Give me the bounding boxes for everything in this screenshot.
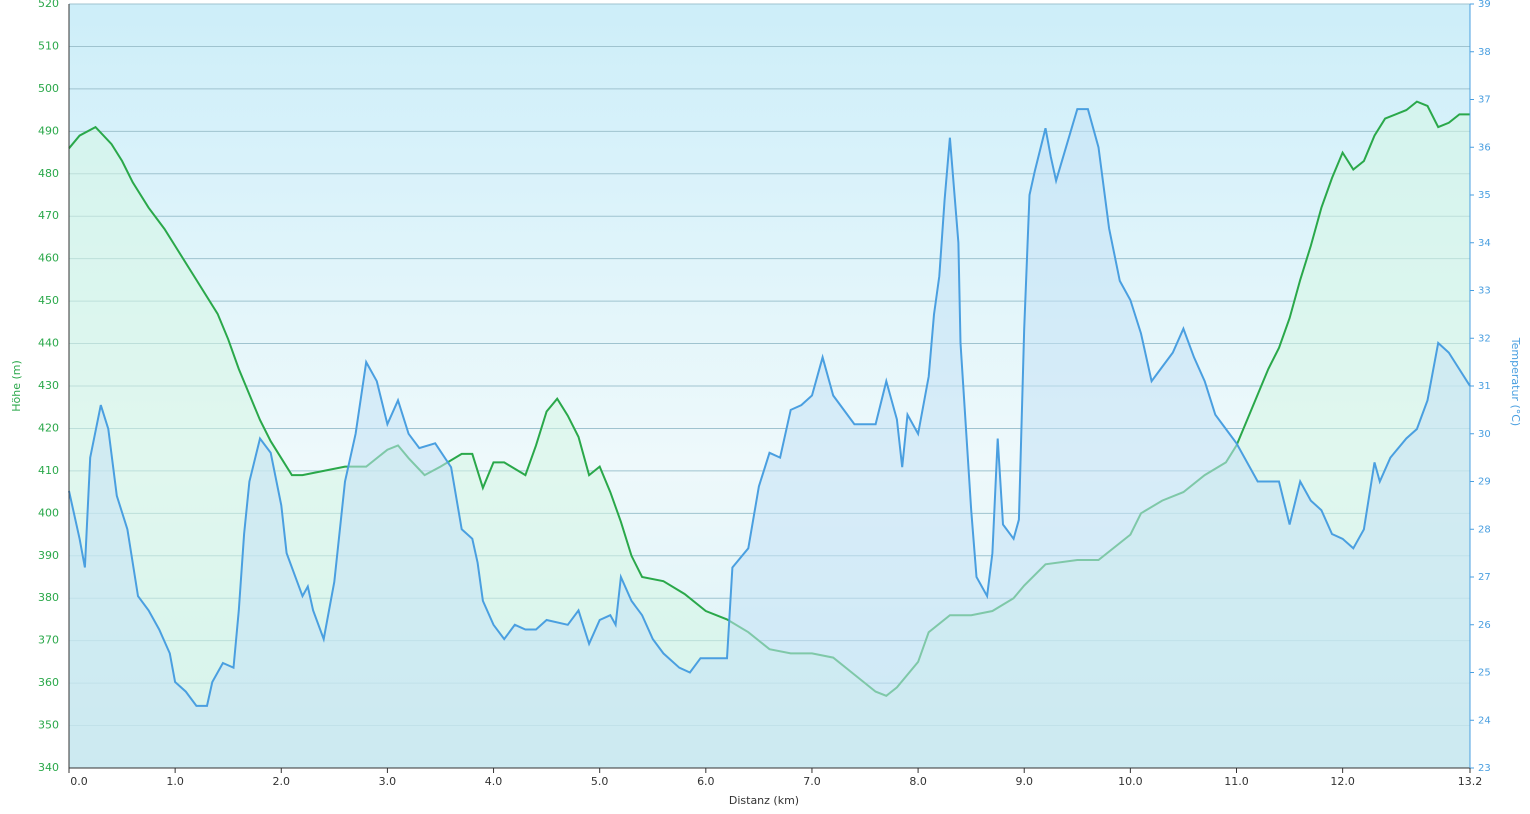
- y-tick-label: 440: [38, 337, 59, 350]
- y2-tick-label: 25: [1478, 668, 1491, 679]
- y-tick-label: 490: [38, 124, 59, 137]
- y2-tick-label: 37: [1478, 95, 1491, 106]
- y2-tick-label: 28: [1478, 524, 1491, 535]
- y-tick-label: 350: [38, 719, 59, 732]
- y-tick-label: 510: [38, 39, 59, 52]
- x-tick-label: 10.0: [1118, 775, 1143, 788]
- x-tick-label: 11.0: [1224, 775, 1249, 788]
- y2-tick-label: 23: [1478, 763, 1491, 774]
- y-tick-label: 420: [38, 421, 59, 434]
- y-tick-label: 400: [38, 506, 59, 519]
- x-tick-label: 0.0: [70, 775, 88, 788]
- x-tick-label: 13.2: [1458, 775, 1483, 788]
- y2-tick-label: 39: [1478, 0, 1491, 10]
- y-tick-label: 410: [38, 464, 59, 477]
- y2-tick-label: 29: [1478, 477, 1491, 488]
- x-tick-label: 3.0: [379, 775, 397, 788]
- y2-tick-label: 36: [1478, 142, 1491, 153]
- x-tick-label: 9.0: [1015, 775, 1033, 788]
- y-tick-label: 520: [38, 0, 59, 10]
- y2-tick-label: 27: [1478, 572, 1491, 583]
- y-tick-label: 360: [38, 676, 59, 689]
- y2-tick-label: 34: [1478, 238, 1491, 249]
- y2-tick-label: 31: [1478, 381, 1491, 392]
- y-tick-label: 430: [38, 379, 59, 392]
- y-tick-label: 370: [38, 634, 59, 647]
- y2-axis-label: Temperatur (°C): [1509, 337, 1522, 426]
- x-tick-label: 5.0: [591, 775, 609, 788]
- y2-tick-label: 30: [1478, 429, 1491, 440]
- y2-tick-label: 24: [1478, 715, 1491, 726]
- y2-tick-label: 32: [1478, 333, 1491, 344]
- x-tick-label: 8.0: [909, 775, 927, 788]
- x-tick-label: 7.0: [803, 775, 821, 788]
- x-tick-label: 12.0: [1330, 775, 1355, 788]
- area-fill: [69, 109, 1470, 769]
- y-tick-label: 470: [38, 209, 59, 222]
- y2-tick-label: 38: [1478, 47, 1491, 58]
- series-line: [68, 108, 1471, 707]
- y2-tick-label: 33: [1478, 286, 1491, 297]
- x-tick-label: 6.0: [697, 775, 715, 788]
- y-tick-label: 460: [38, 252, 59, 265]
- y-axis-label: Höhe (m): [10, 360, 23, 412]
- series-line: [68, 100, 1470, 697]
- y-tick-label: 500: [38, 82, 59, 95]
- y-tick-label: 340: [38, 761, 59, 774]
- x-tick-label: 2.0: [273, 775, 291, 788]
- y-tick-label: 480: [38, 167, 59, 180]
- y2-tick-label: 26: [1478, 620, 1491, 631]
- y-tick-label: 450: [38, 294, 59, 307]
- x-tick-label: 1.0: [166, 775, 184, 788]
- x-tick-label: 4.0: [485, 775, 503, 788]
- y2-tick-label: 35: [1478, 190, 1491, 201]
- y-tick-label: 390: [38, 549, 59, 562]
- y-tick-label: 380: [38, 591, 59, 604]
- x-axis-label: Distanz (km): [729, 794, 799, 807]
